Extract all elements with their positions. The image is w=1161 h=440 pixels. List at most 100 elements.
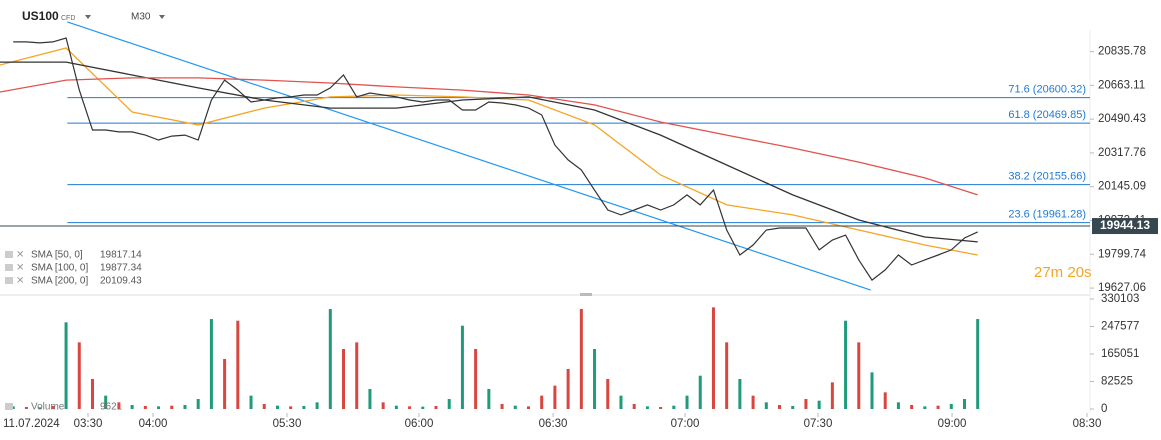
volume-bar xyxy=(143,406,147,409)
y-tick-label: 247577 xyxy=(1101,321,1139,333)
volume-bar xyxy=(381,402,385,409)
fib-label: 38.2 (20155.66) xyxy=(1008,171,1086,183)
volume-bar xyxy=(817,400,821,409)
volume-bar xyxy=(540,395,544,409)
volume-bar xyxy=(830,382,834,409)
volume-bar xyxy=(408,406,412,409)
y-tick-label: 20317.76 xyxy=(1098,147,1146,159)
volume-bar xyxy=(976,319,980,409)
volume-bar xyxy=(24,407,28,409)
volume-bar xyxy=(645,406,649,409)
volume-bar xyxy=(526,406,530,409)
legend-close: ✕ xyxy=(16,276,24,287)
legend-icon xyxy=(5,251,13,258)
volume-bar xyxy=(64,322,68,409)
y-tick-label: 165051 xyxy=(1101,348,1139,360)
volume-bar xyxy=(130,405,134,409)
x-tick-label: 07:30 xyxy=(804,418,833,430)
y-tick-label: 19627.06 xyxy=(1098,282,1146,294)
legend-value: 19817.14 xyxy=(100,250,142,261)
volume-bar xyxy=(698,375,702,409)
x-tick-label: 05:30 xyxy=(273,418,302,430)
volume-bar xyxy=(104,395,108,409)
volume-bar xyxy=(553,385,557,409)
trendline xyxy=(67,21,871,291)
x-tick-label: 06:30 xyxy=(539,418,568,430)
volume-bar xyxy=(923,406,927,409)
volume-bar xyxy=(910,405,914,409)
volume-bar xyxy=(791,406,795,409)
volume-bar xyxy=(460,325,464,409)
volume-bar xyxy=(90,379,94,409)
volume-bar xyxy=(883,392,887,409)
y-tick-label: 20835.78 xyxy=(1098,46,1146,58)
dropdown-arrow[interactable] xyxy=(85,15,91,19)
volume-bar xyxy=(434,406,438,409)
volume-bar xyxy=(355,342,359,409)
y-tick-label: 20145.09 xyxy=(1098,181,1146,193)
legend-value: 9621 xyxy=(100,402,123,413)
volume-bar xyxy=(685,395,689,409)
volume-bar xyxy=(513,405,517,409)
y-tick-label: 82525 xyxy=(1101,376,1133,388)
timeframe[interactable]: M30 xyxy=(131,12,151,23)
volume-bar xyxy=(738,379,742,409)
volume-bar xyxy=(302,406,306,409)
volume-bar xyxy=(659,407,663,409)
legend-icon xyxy=(5,277,13,284)
current-price-label: 19944.13 xyxy=(1100,218,1150,232)
volume-bar xyxy=(170,405,174,409)
volume-bar xyxy=(196,399,200,409)
volume-bar xyxy=(236,320,240,409)
volume-bar xyxy=(593,349,597,409)
y-tick-label: 330103 xyxy=(1101,293,1139,305)
volume-bar xyxy=(421,406,425,409)
x-tick-label: 08:30 xyxy=(1073,418,1102,430)
legend-icon xyxy=(5,264,13,271)
x-tick-label: 09:00 xyxy=(938,418,967,430)
sma-line xyxy=(0,61,978,243)
volume-bar xyxy=(500,404,504,409)
legend-close: ✕ xyxy=(16,263,24,274)
dropdown-arrow[interactable] xyxy=(159,15,165,19)
sma-line xyxy=(0,77,978,196)
x-tick-label: 03:30 xyxy=(74,418,103,430)
volume-bar xyxy=(262,404,266,409)
volume-bar xyxy=(11,406,15,409)
symbol[interactable]: US100 xyxy=(22,9,59,23)
market: CFD xyxy=(61,15,75,22)
legend-name: SMA [200, 0] xyxy=(31,276,88,287)
legend-close: ✕ xyxy=(16,250,24,261)
volume-bar xyxy=(672,405,676,409)
y-tick-label: 20663.11 xyxy=(1098,79,1145,91)
y-tick-label: 20490.43 xyxy=(1098,113,1146,125)
pane-handle[interactable] xyxy=(580,293,592,296)
volume-bar xyxy=(936,405,940,409)
volume-bar xyxy=(949,404,953,409)
volume-bar xyxy=(117,402,121,409)
volume-bar xyxy=(249,395,253,409)
volume-bar xyxy=(38,407,42,409)
date-label: 11.07.2024 xyxy=(3,418,60,430)
volume-bar xyxy=(289,406,293,409)
volume-bar xyxy=(844,320,848,409)
legend-name: SMA [100, 0] xyxy=(31,263,88,274)
volume-bar xyxy=(579,309,583,409)
y-tick-label: 0 xyxy=(1101,403,1107,415)
volume-bar xyxy=(315,402,319,409)
volume-bar xyxy=(619,395,623,409)
legend-name: SMA [50, 0] xyxy=(31,250,83,261)
price-line xyxy=(13,37,978,281)
volume-bar xyxy=(51,406,55,409)
volume-bar xyxy=(962,399,966,409)
volume-bar xyxy=(711,307,715,409)
current-price-box xyxy=(1092,218,1158,235)
volume-bar xyxy=(275,405,279,409)
fib-label: 71.6 (20600.32) xyxy=(1008,84,1086,96)
volume-bar xyxy=(764,402,768,409)
legend-value: 20109.43 xyxy=(100,276,142,287)
volume-bar xyxy=(342,349,346,409)
volume-bar xyxy=(157,406,161,409)
volume-bar xyxy=(394,405,398,409)
volume-bar xyxy=(751,395,755,409)
